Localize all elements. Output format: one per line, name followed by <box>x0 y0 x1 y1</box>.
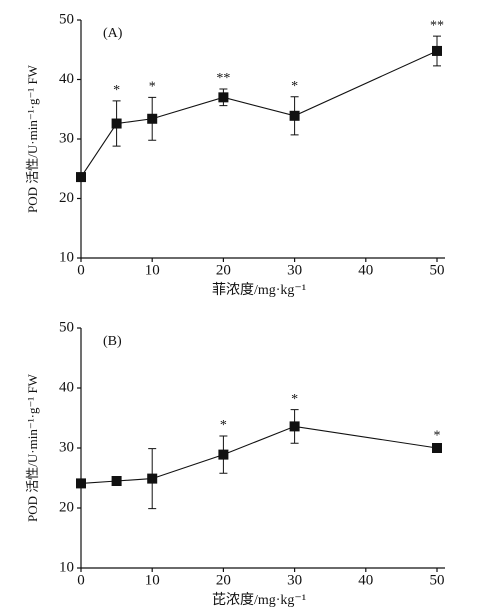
significance-label: * <box>291 79 298 94</box>
axis <box>80 328 445 569</box>
y-tick-label: 10 <box>59 559 74 575</box>
marker <box>432 443 442 453</box>
y-tick-label: 50 <box>59 11 74 27</box>
significance-label: * <box>434 428 441 443</box>
x-tick-label: 0 <box>77 262 85 278</box>
y-tick-label: 30 <box>59 130 74 146</box>
y-tick-label: 10 <box>59 249 74 265</box>
data-line <box>80 50 438 178</box>
axis <box>80 20 445 259</box>
marker <box>432 45 442 56</box>
data-line <box>80 425 438 484</box>
significance-label: * <box>291 392 298 407</box>
marker <box>147 473 158 484</box>
x-tick-label: 10 <box>145 572 160 588</box>
significance-label: * <box>149 80 156 95</box>
marker <box>111 118 122 129</box>
marker <box>289 110 300 121</box>
y-tick-label: 20 <box>59 499 74 515</box>
panel-label: (A) <box>103 26 123 41</box>
marker <box>111 476 122 486</box>
y-tick-label: 40 <box>59 71 74 87</box>
x-tick-label: 0 <box>77 572 85 588</box>
y-tick-label: 50 <box>59 319 74 335</box>
x-tick-label: 20 <box>216 262 231 278</box>
marker <box>289 421 300 432</box>
marker <box>76 478 86 489</box>
x-tick-label: 10 <box>145 262 160 278</box>
significance-label: ** <box>216 71 230 86</box>
y-axis-label: POD 活性/U·min⁻¹·g⁻¹ FW <box>25 373 40 522</box>
x-tick-label: 20 <box>216 572 231 588</box>
x-tick-label: 40 <box>358 262 373 278</box>
y-tick-label: 20 <box>59 190 74 206</box>
x-tick-label: 50 <box>430 572 445 588</box>
x-axis-label: 芘浓度/mg·kg⁻¹ <box>212 592 306 608</box>
x-tick-label: 40 <box>358 572 373 588</box>
y-tick-label: 40 <box>59 379 74 395</box>
significance-label: * <box>220 418 227 433</box>
x-axis-label: 菲浓度/mg·kg⁻¹ <box>212 282 306 298</box>
x-tick-label: 50 <box>430 262 445 278</box>
x-tick-label: 30 <box>287 572 302 588</box>
marker <box>218 92 229 103</box>
marker <box>147 113 158 124</box>
significance-label: * <box>113 83 120 98</box>
y-axis-label: POD 活性/U·min⁻¹·g⁻¹ FW <box>25 64 40 213</box>
significance-label: ** <box>430 18 444 33</box>
marker <box>218 449 229 460</box>
marker <box>76 172 86 183</box>
y-tick-label: 30 <box>59 439 74 455</box>
x-tick-label: 30 <box>287 262 302 278</box>
panel-label: (B) <box>103 334 122 349</box>
